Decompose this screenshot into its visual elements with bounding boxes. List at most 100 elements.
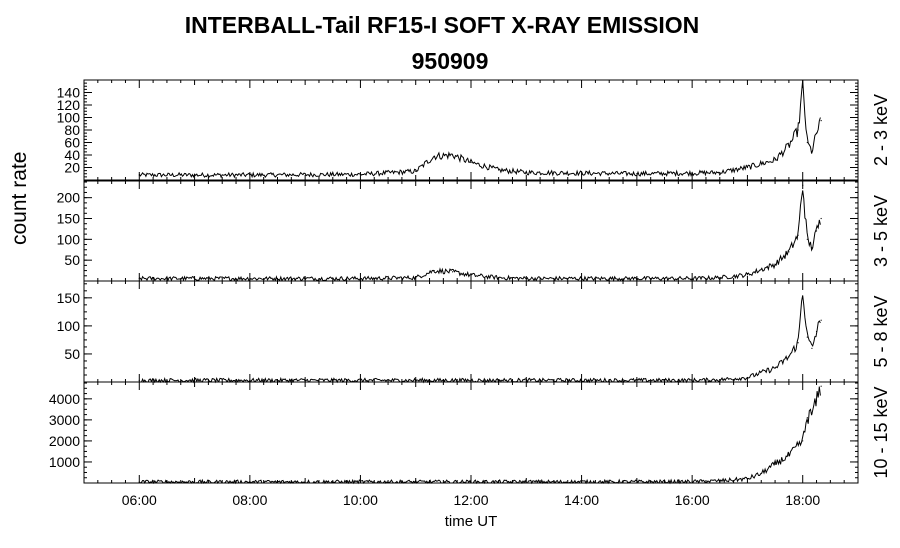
data-point [691, 379, 693, 381]
y-tick-label: 100 [57, 231, 81, 247]
data-point [774, 263, 776, 265]
data-point [138, 481, 140, 483]
data-point [415, 379, 417, 381]
series-label: 5 - 8 keV [871, 295, 891, 367]
data-point [788, 251, 790, 253]
y-tick-label: 20 [64, 160, 80, 176]
y-tick-label: 40 [64, 147, 80, 163]
data-point [691, 277, 693, 280]
data-point [470, 161, 472, 164]
data-point [802, 288, 804, 291]
data-point [451, 154, 454, 156]
data-point [719, 379, 721, 381]
data-point [815, 132, 818, 134]
y-tick-label: 80 [64, 122, 80, 138]
data-point [820, 385, 822, 387]
data-point [359, 173, 362, 175]
chart-title: INTERBALL-Tail RF15-I SOFT X-RAY EMISSIO… [184, 12, 700, 38]
data-point [820, 217, 822, 220]
y-tick-label: 200 [57, 190, 81, 206]
data-point [138, 379, 140, 381]
data-point [719, 480, 721, 482]
series-line [139, 190, 821, 283]
data-point [470, 481, 472, 483]
data-point [525, 171, 527, 174]
panel-frame [83, 280, 859, 383]
data-point [359, 481, 362, 483]
data-point [746, 166, 749, 169]
data-point [811, 247, 813, 249]
data-point [788, 356, 790, 358]
y-tick-label: 150 [57, 290, 81, 306]
data-point [815, 330, 818, 333]
data-point [719, 171, 721, 174]
data-point [760, 472, 762, 475]
data-point [797, 342, 799, 344]
data-point [802, 85, 804, 87]
y-tick-label: 150 [57, 211, 81, 227]
y-tick-label: 100 [57, 318, 81, 334]
panel-frame [83, 381, 859, 484]
data-point [806, 141, 808, 144]
data-point [806, 336, 808, 338]
data-point [498, 169, 500, 171]
y-tick-label: 120 [57, 97, 81, 113]
data-point [811, 347, 813, 349]
series-label: 10 - 15 keV [871, 386, 891, 478]
data-point [415, 170, 417, 172]
data-point [470, 379, 472, 381]
data-point [788, 455, 790, 457]
data-point [802, 440, 804, 442]
data-point [788, 145, 790, 147]
chart-subtitle: 950909 [411, 48, 489, 74]
data-point [746, 478, 749, 480]
data-point [802, 184, 804, 186]
series-line [139, 295, 821, 384]
data-point [746, 376, 749, 379]
y-tick-label: 140 [57, 85, 81, 101]
y-tick-label: 1000 [49, 454, 80, 470]
panel-frame [83, 79, 859, 181]
data-point [451, 271, 454, 273]
data-point [498, 277, 500, 279]
data-point [691, 172, 693, 174]
series-label: 2 - 3 keV [871, 94, 891, 166]
data-point [580, 481, 583, 483]
data-point [806, 417, 808, 419]
data-point [774, 159, 776, 161]
data-point [525, 277, 527, 280]
series-label: 3 - 5 keV [871, 195, 891, 267]
data-point [433, 155, 435, 157]
y-tick-label: 2000 [49, 433, 80, 449]
x-axis-label: time UT [445, 513, 498, 530]
y-tick-label: 100 [57, 110, 81, 126]
y-tick-label: 60 [64, 135, 80, 151]
data-point [719, 277, 721, 279]
data-point [636, 277, 638, 280]
data-point [359, 277, 362, 280]
data-point [820, 319, 822, 321]
data-point [746, 274, 749, 276]
data-point [249, 481, 251, 483]
data-point [138, 174, 140, 176]
data-point [433, 269, 435, 272]
data-point [797, 129, 799, 131]
data-point [811, 151, 813, 153]
data-point [138, 277, 140, 280]
data-point [811, 412, 813, 415]
y-tick-label: 3000 [49, 412, 80, 428]
x-tick-label: 06:00 [122, 492, 157, 508]
data-point [415, 277, 417, 279]
y-tick-label: 50 [64, 346, 80, 362]
x-tick-label: 14:00 [564, 492, 599, 508]
data-point [636, 379, 638, 381]
x-tick-label: 12:00 [453, 492, 488, 508]
x-tick-label: 16:00 [675, 492, 710, 508]
series-line [139, 386, 821, 485]
x-tick-label: 10:00 [343, 492, 378, 508]
data-point [249, 174, 251, 176]
data-point [815, 400, 818, 402]
data-point [636, 173, 638, 175]
